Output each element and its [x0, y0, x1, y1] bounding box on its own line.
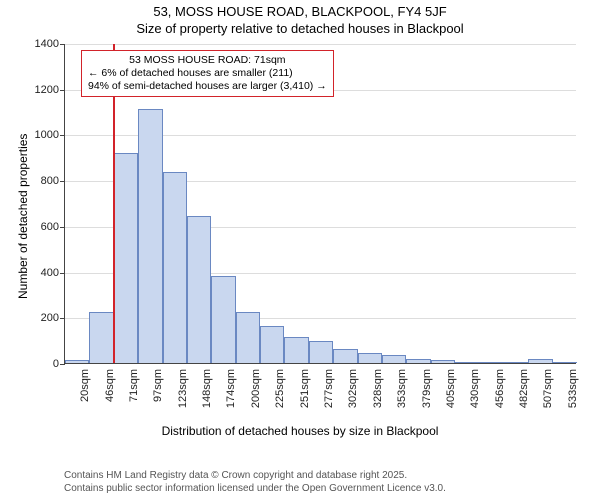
xtick-label: 507sqm: [542, 369, 554, 408]
xtick-label: 46sqm: [104, 369, 116, 402]
ytick-mark: [60, 181, 65, 182]
xtick-label: 379sqm: [421, 369, 433, 408]
histogram-bar: [333, 349, 357, 363]
histogram-bar: [260, 326, 284, 363]
plot-area: 020040060080010001200140020sqm46sqm71sqm…: [64, 44, 576, 364]
xtick-label: 123sqm: [177, 369, 189, 408]
xtick-label: 200sqm: [250, 369, 262, 408]
histogram-bar: [431, 360, 455, 363]
attribution-line2: Contains public sector information licen…: [64, 483, 446, 496]
xtick-label: 251sqm: [299, 369, 311, 408]
x-axis-title: Distribution of detached houses by size …: [0, 424, 600, 438]
histogram-bar: [479, 362, 503, 363]
ytick-label: 800: [41, 175, 59, 187]
histogram-bar: [187, 216, 211, 363]
histogram-bar: [309, 341, 333, 363]
ytick-mark: [60, 318, 65, 319]
ytick-label: 0: [53, 358, 59, 370]
chart-title-line1: 53, MOSS HOUSE ROAD, BLACKPOOL, FY4 5JF: [0, 4, 600, 19]
chart-container: 53, MOSS HOUSE ROAD, BLACKPOOL, FY4 5JF …: [0, 0, 600, 500]
xtick-label: 97sqm: [152, 369, 164, 402]
ytick-label: 600: [41, 221, 59, 233]
ytick-label: 1200: [35, 84, 59, 96]
annotation-line: 53 MOSS HOUSE ROAD: 71sqm: [88, 54, 327, 67]
chart-title-block: 53, MOSS HOUSE ROAD, BLACKPOOL, FY4 5JF …: [0, 4, 600, 36]
xtick-label: 533sqm: [567, 369, 579, 408]
xtick-label: 71sqm: [128, 369, 140, 402]
ytick-label: 1000: [35, 129, 59, 141]
xtick-label: 225sqm: [274, 369, 286, 408]
ytick-mark: [60, 90, 65, 91]
histogram-bar: [455, 362, 479, 363]
ytick-label: 400: [41, 267, 59, 279]
xtick-label: 405sqm: [445, 369, 457, 408]
xtick-label: 148sqm: [201, 369, 213, 408]
annotation-box: 53 MOSS HOUSE ROAD: 71sqm← 6% of detache…: [81, 50, 334, 97]
xtick-label: 456sqm: [494, 369, 506, 408]
annotation-line: ← 6% of detached houses are smaller (211…: [88, 67, 327, 80]
attribution-block: Contains HM Land Registry data © Crown c…: [64, 470, 446, 495]
attribution-line1: Contains HM Land Registry data © Crown c…: [64, 470, 446, 483]
ytick-mark: [60, 273, 65, 274]
histogram-bar: [382, 355, 406, 363]
annotation-line: 94% of semi-detached houses are larger (…: [88, 80, 327, 93]
histogram-bar: [406, 359, 430, 363]
ytick-mark: [60, 44, 65, 45]
gridline-h: [65, 44, 576, 45]
chart-title-line2: Size of property relative to detached ho…: [0, 21, 600, 36]
histogram-bar: [504, 362, 528, 363]
ytick-label: 200: [41, 312, 59, 324]
histogram-bar: [236, 312, 260, 363]
histogram-bar: [163, 172, 187, 363]
histogram-bar: [284, 337, 308, 363]
histogram-bar: [65, 360, 89, 363]
histogram-bar: [89, 312, 113, 363]
xtick-label: 277sqm: [323, 369, 335, 408]
ytick-mark: [60, 364, 65, 365]
xtick-label: 430sqm: [469, 369, 481, 408]
xtick-label: 353sqm: [396, 369, 408, 408]
xtick-label: 302sqm: [347, 369, 359, 408]
xtick-label: 174sqm: [225, 369, 237, 408]
histogram-bar: [114, 153, 138, 363]
histogram-bar: [211, 276, 235, 363]
histogram-bar: [553, 362, 577, 363]
xtick-label: 328sqm: [372, 369, 384, 408]
xtick-label: 482sqm: [518, 369, 530, 408]
ytick-mark: [60, 227, 65, 228]
ytick-label: 1400: [35, 38, 59, 50]
histogram-bar: [358, 353, 382, 363]
ytick-mark: [60, 135, 65, 136]
xtick-label: 20sqm: [79, 369, 91, 402]
histogram-bar: [528, 359, 552, 363]
histogram-bar: [138, 109, 162, 363]
y-axis-title: Number of detached properties: [16, 134, 30, 299]
